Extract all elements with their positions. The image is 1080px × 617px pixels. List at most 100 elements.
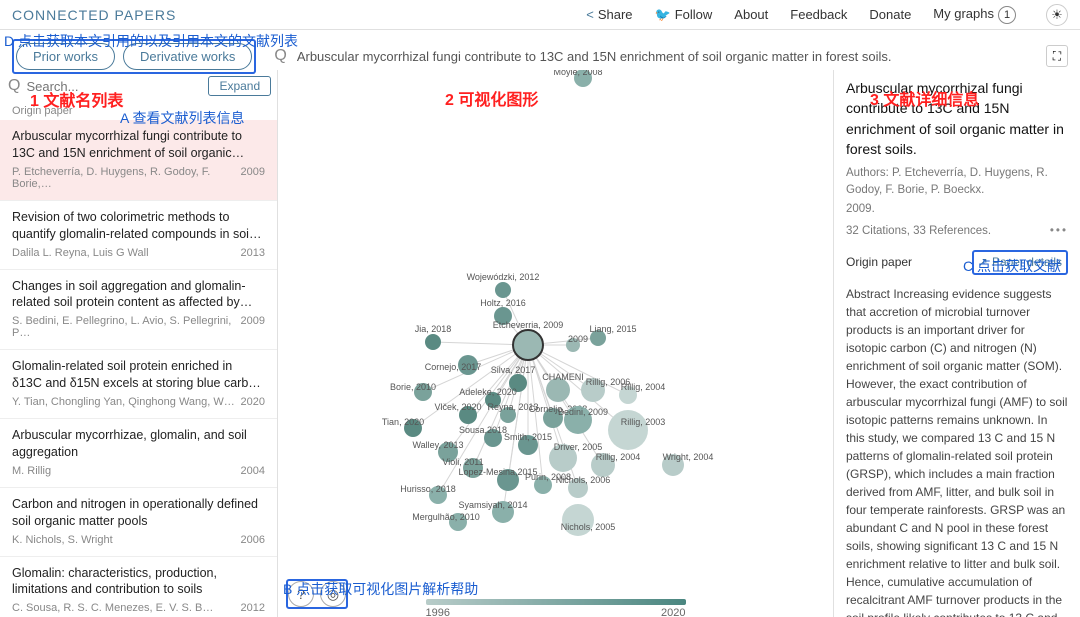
fullscreen-icon[interactable]: ⛶: [1046, 45, 1068, 67]
year-start: 1996: [426, 607, 450, 617]
svg-text:Rillig, 2004: Rillig, 2004: [621, 382, 666, 392]
svg-text:Adeleke, 2020: Adeleke, 2020: [459, 387, 517, 397]
year-end: 2020: [661, 607, 685, 617]
about-link[interactable]: About: [734, 7, 768, 22]
paper-item[interactable]: Changes in soil aggregation and glomalin…: [0, 270, 277, 351]
svg-text:Walley, 2013: Walley, 2013: [412, 440, 463, 450]
svg-text:Driver, 2005: Driver, 2005: [554, 442, 603, 452]
paper-title: Revision of two colorimetric methods to …: [12, 209, 265, 243]
graph-svg[interactable]: Moyle, 2008 Wojewódzki, 2012 Holtz, 2016 Ji…: [278, 70, 833, 617]
graph-node[interactable]: [513, 330, 543, 360]
svg-text:Etcheverria, 2009: Etcheverria, 2009: [493, 320, 564, 330]
paper-title: Glomalin: characteristics, production, l…: [12, 565, 265, 599]
paper-meta: K. Nichols, S. Wright2006: [12, 534, 265, 546]
graph-node[interactable]: [425, 334, 441, 350]
paper-meta: Dalila L. Reyna, Luis G Wall2013: [12, 247, 265, 259]
svg-text:Syamsiyah, 2014: Syamsiyah, 2014: [458, 500, 527, 510]
paper-meta: M. Rillig2004: [12, 465, 265, 477]
prior-works-button[interactable]: Prior works: [16, 43, 115, 70]
paper-meta: C. Sousa, R. S. C. Menezes, E. V. S. B…2…: [12, 602, 265, 614]
twitter-icon: 🐦: [655, 7, 671, 22]
derivative-works-button[interactable]: Derivative works: [123, 43, 252, 70]
paper-meta: P. Etcheverría, D. Huygens, R. Godoy, F.…: [12, 166, 265, 190]
target-icon[interactable]: ◎: [320, 581, 346, 607]
svg-text:Moyle, 2008: Moyle, 2008: [553, 70, 602, 77]
paper-item[interactable]: Carbon and nitrogen in operationally def…: [0, 488, 277, 557]
svg-text:Bedini, 2009: Bedini, 2009: [558, 407, 608, 417]
main-search: Q: [266, 47, 1036, 65]
svg-text:Rillig, 2004: Rillig, 2004: [596, 452, 641, 462]
search-input[interactable]: [297, 49, 1036, 64]
svg-text:Liang, 2015: Liang, 2015: [589, 324, 636, 334]
paper-meta: Y. Tian, Chongling Yan, Qinghong Wang, W…: [12, 396, 265, 408]
external-icon: ↗: [978, 254, 988, 271]
year-legend: 19962020: [426, 599, 686, 609]
detail-origin-row: Origin paper ↗Paper details: [846, 250, 1068, 275]
paper-item[interactable]: Revision of two colorimetric methods to …: [0, 201, 277, 270]
detail-panel: Arbuscular mycorrhizal fungi contribute …: [833, 70, 1080, 617]
expand-button[interactable]: Expand: [208, 76, 271, 96]
svg-text:2009: 2009: [568, 334, 588, 344]
svg-text:Wojewódzki, 2012: Wojewódzki, 2012: [467, 272, 540, 282]
svg-text:Rillig, 2003: Rillig, 2003: [621, 417, 666, 427]
help-buttons: ? ◎: [286, 579, 348, 609]
follow-link[interactable]: 🐦Follow: [655, 7, 713, 23]
svg-text:Nichols, 2006: Nichols, 2006: [556, 475, 611, 485]
svg-text:Violi, 2011: Violi, 2011: [442, 457, 483, 467]
paper-title: Arbuscular mycorrhizae, glomalin, and so…: [12, 427, 265, 461]
mygraphs-link[interactable]: My graphs1: [933, 6, 1016, 24]
paper-item[interactable]: Glomalin-related soil protein enriched i…: [0, 350, 277, 419]
paper-item[interactable]: Arbuscular mycorrhizal fungi contribute …: [0, 120, 277, 201]
detail-abstract: Abstract Increasing evidence suggests th…: [846, 285, 1068, 617]
detail-year: 2009.: [846, 201, 1068, 218]
share-icon: <: [586, 7, 594, 22]
graph-count: 1: [998, 6, 1016, 24]
svg-text:CHAMENI: CHAMENI: [542, 372, 584, 382]
detail-authors: Authors: P. Etcheverría, D. Huygens, R. …: [846, 165, 1068, 198]
feedback-link[interactable]: Feedback: [790, 7, 847, 22]
svg-text:Mergulhão, 2010: Mergulhão, 2010: [412, 512, 480, 522]
left-search-icon: Q: [8, 77, 20, 95]
svg-text:Tian, 2020: Tian, 2020: [382, 417, 424, 427]
svg-text:Holtz, 2016: Holtz, 2016: [480, 298, 526, 308]
help-icon[interactable]: ?: [288, 581, 314, 607]
graph-node[interactable]: [608, 410, 648, 450]
top-bar: CONNECTED PAPERS <Share 🐦Follow About Fe…: [0, 0, 1080, 30]
svg-text:Wright, 2004: Wright, 2004: [663, 452, 714, 462]
paper-title: Carbon and nitrogen in operationally def…: [12, 496, 265, 530]
toolbar: Prior works Derivative works Q ⛶: [0, 30, 1080, 70]
svg-text:Smith, 2015: Smith, 2015: [504, 432, 552, 442]
svg-text:Hurisso, 2018: Hurisso, 2018: [400, 484, 456, 494]
left-search-input[interactable]: [26, 79, 202, 94]
paper-list: Arbuscular mycorrhizal fungi contribute …: [0, 120, 277, 617]
works-pills: Prior works Derivative works: [12, 39, 256, 74]
svg-text:Vlček, 2020: Vlček, 2020: [434, 402, 481, 412]
paper-title: Glomalin-related soil protein enriched i…: [12, 358, 265, 392]
svg-text:Silva, 2017: Silva, 2017: [491, 365, 536, 375]
donate-link[interactable]: Donate: [869, 7, 911, 22]
paper-title: Arbuscular mycorrhizal fungi contribute …: [12, 128, 265, 162]
theme-toggle-icon[interactable]: ☀: [1046, 4, 1068, 26]
paper-meta: S. Bedini, E. Pellegrino, L. Avio, S. Pe…: [12, 315, 265, 339]
main: Q Expand Origin paper Arbuscular mycorrh…: [0, 70, 1080, 617]
more-icon[interactable]: •••: [1050, 223, 1068, 240]
paper-title: Changes in soil aggregation and glomalin…: [12, 278, 265, 312]
paper-item[interactable]: Glomalin: characteristics, production, l…: [0, 557, 277, 617]
graph-node[interactable]: [495, 282, 511, 298]
detail-cites: 32 Citations, 33 References.•••: [846, 223, 1068, 240]
svg-text:Jia, 2018: Jia, 2018: [415, 324, 452, 334]
detail-origin: Origin paper: [846, 254, 912, 271]
left-panel: Q Expand Origin paper Arbuscular mycorrh…: [0, 70, 278, 617]
paper-item[interactable]: Arbuscular mycorrhizae, glomalin, and so…: [0, 419, 277, 488]
svg-text:Sousa,2018: Sousa,2018: [459, 425, 507, 435]
logo[interactable]: CONNECTED PAPERS: [12, 7, 176, 23]
paper-details-link[interactable]: ↗Paper details: [972, 250, 1068, 275]
share-link[interactable]: <Share: [586, 7, 632, 22]
graph-panel[interactable]: Moyle, 2008 Wojewódzki, 2012 Holtz, 2016 Ji…: [278, 70, 833, 617]
svg-text:Borie, 2010: Borie, 2010: [390, 382, 436, 392]
search-icon: Q: [274, 47, 286, 65]
top-links: <Share 🐦Follow About Feedback Donate My …: [586, 4, 1068, 26]
svg-text:Cornejo, 2017: Cornejo, 2017: [425, 362, 482, 372]
left-head: Q Expand: [0, 70, 277, 102]
detail-title: Arbuscular mycorrhizal fungi contribute …: [846, 78, 1068, 159]
